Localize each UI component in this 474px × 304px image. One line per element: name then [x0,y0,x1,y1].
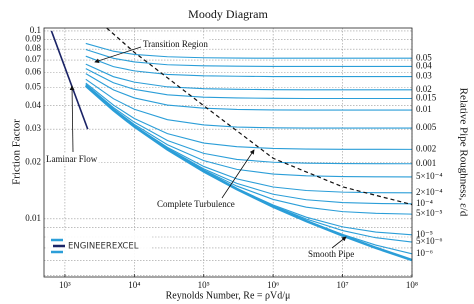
annotation: Smooth Pipe [308,249,354,259]
chart-title: Moody Diagram [188,7,268,21]
annotation-arrow [69,85,75,153]
y-tick-label: 0.05 [25,82,41,92]
annotation-bg [156,199,236,210]
y-tick-label: 0.04 [25,100,41,110]
y-tick-label: 0.08 [25,43,41,53]
roughness-label: 0.03 [416,71,432,81]
roughness-label: 0.005 [416,122,437,132]
annotation-bg [142,39,210,50]
logo-text: ENGINEEREXCEL [68,242,139,252]
roughness-label: 2×10⁻⁴ [416,187,442,197]
y-tick-label: 0.02 [25,156,41,166]
x-tick-label: 10⁶ [267,280,279,290]
marks [50,27,413,262]
roughness-curve [85,78,412,129]
y-tick-label: 0.01 [25,213,41,223]
smooth-pipe-curve [84,84,413,262]
y-tick-label: 0.07 [25,54,41,64]
roughness-label: 0.015 [416,93,437,103]
x-tick-label: 10⁸ [406,280,418,290]
transition-line [106,27,413,206]
annotation: Complete Turbulence [157,199,235,209]
annotation-arrow [221,149,255,199]
annotation-arrow [331,236,347,249]
roughness-label: 0.002 [416,143,436,153]
roughness-curve [85,82,413,150]
x-tick-label: 10⁷ [337,280,349,290]
roughness-label: 0.01 [416,104,432,114]
y2-axis-title: Relative Pipe Roughness, ε/d [457,88,469,217]
y-axis-title: Friction Factor [11,119,23,185]
roughness-label: 10⁻⁶ [416,248,433,258]
roughness-curve [85,63,412,91]
logo: ENGINEEREXCEL [47,232,151,260]
roughness-label: 5×10⁻⁶ [416,236,442,246]
y-tick-label: 0.06 [25,67,41,77]
roughness-curve [85,84,413,178]
roughness-label: 0.04 [416,61,432,71]
roughness-label: 5×10⁻⁵ [416,208,442,218]
roughness-label: 10⁻⁵ [416,229,433,239]
y-tick-label: 0.09 [25,34,41,44]
y-tick-label: 0.03 [25,123,41,133]
roughness-label: 0.001 [416,158,436,168]
roughness-curve [85,68,412,100]
roughness-curve [85,55,412,78]
annotation-bg [45,154,99,165]
annotation-arrow [94,46,142,64]
x-axis-title: Reynolds Number, Re = ρVd/μ [166,290,291,301]
labels: 0.10.090.080.070.060.050.040.030.020.011… [25,25,442,290]
roughness-curve [85,48,412,68]
roughness-curve [85,73,412,111]
y-tick-label: 0.1 [30,25,41,35]
annotation: Laminar Flow [46,154,98,164]
annotation-bg [307,249,356,260]
roughness-curve [85,42,412,59]
x-tick-label: 10⁵ [198,280,210,290]
laminar-line [50,30,89,130]
roughness-label: 0.02 [416,84,432,94]
roughness-label: 0.05 [416,52,432,62]
x-tick-label: 10³ [59,280,71,290]
roughness-label: 10⁻⁴ [416,198,433,208]
roughness-curve [85,83,413,165]
roughness-label: 5×10⁻⁴ [416,171,442,181]
x-tick-label: 10⁴ [128,280,140,290]
annotation: Transition Region [143,39,208,49]
plot-frame [43,27,413,278]
